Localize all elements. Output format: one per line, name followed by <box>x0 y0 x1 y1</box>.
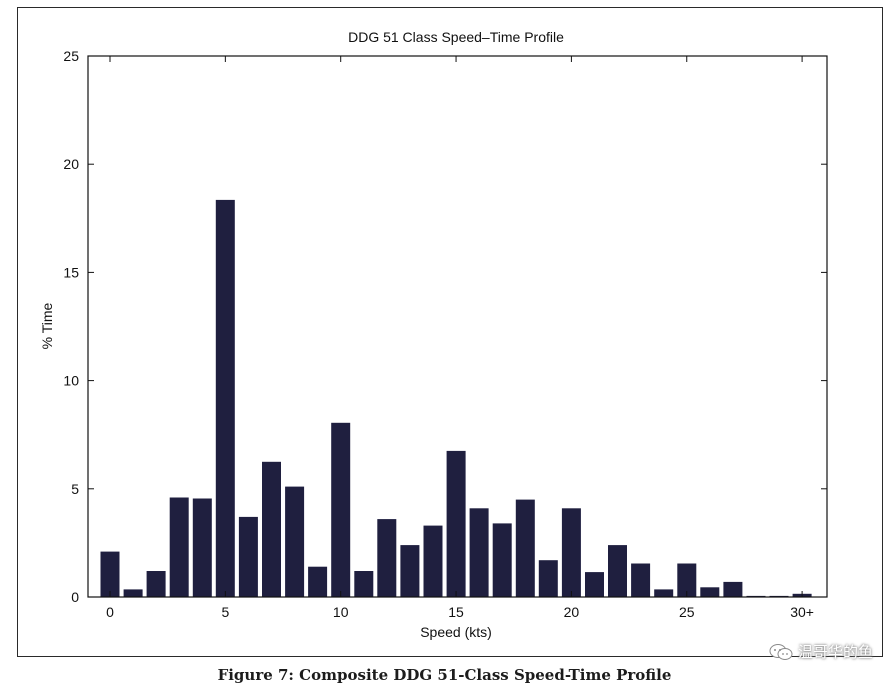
bar-19 <box>538 560 558 597</box>
bar-13 <box>400 545 420 597</box>
bar-11 <box>354 571 374 597</box>
x-tick-label-30+: 30+ <box>790 604 814 620</box>
plot-area <box>87 55 828 598</box>
y-tick-label-15: 15 <box>63 264 79 280</box>
bar-26 <box>700 587 720 597</box>
x-tick-label-5: 5 <box>221 604 229 620</box>
bar-0 <box>100 551 120 597</box>
x-tick-label-10: 10 <box>333 604 349 620</box>
bar-4 <box>192 498 212 597</box>
bar-1 <box>123 589 143 597</box>
bar-22 <box>608 545 627 597</box>
bar-6 <box>238 516 258 597</box>
figure-frame <box>17 7 883 657</box>
x-axis: 0 5 10 15 20 25 30+ <box>106 56 814 620</box>
bar-23 <box>631 563 651 597</box>
bar-18 <box>515 499 535 597</box>
y-tick-label-25: 25 <box>63 48 79 64</box>
y-tick-label-5: 5 <box>71 481 79 497</box>
bar-10 <box>331 422 351 597</box>
bar-12 <box>377 519 397 597</box>
watermark: 温哥华的鱼 <box>769 641 873 662</box>
x-axis-label: Speed (kts) <box>420 624 492 640</box>
bar-7 <box>262 461 281 598</box>
bar-25 <box>677 563 697 597</box>
bar-chart: DDG 51 Class Speed–Time Profile 0 5 10 15 20… <box>39 29 828 640</box>
x-tick-label-20: 20 <box>564 604 580 620</box>
x-tick-label-15: 15 <box>448 604 464 620</box>
bar-14 <box>423 525 443 597</box>
bar-20 <box>561 508 581 597</box>
bar-21 <box>585 572 604 597</box>
watermark-text: 温哥华的鱼 <box>797 644 873 661</box>
bar-24 <box>654 589 674 597</box>
bar-17 <box>492 523 512 597</box>
chart-title: DDG 51 Class Speed–Time Profile <box>348 29 564 45</box>
bars-group <box>100 199 812 598</box>
bar-5 <box>215 199 235 597</box>
bar-16 <box>469 508 489 597</box>
wechat-icon <box>769 643 793 660</box>
y-axis-label: % Time <box>39 302 55 349</box>
bar-2 <box>146 571 166 597</box>
x-tick-label-0: 0 <box>106 604 114 620</box>
figure-caption: Figure 7: Composite DDG 51-Class Speed-T… <box>217 666 672 684</box>
bar-3 <box>169 497 189 597</box>
y-tick-label-0: 0 <box>71 589 79 605</box>
y-tick-label-20: 20 <box>63 156 79 172</box>
y-axis: 0 5 10 15 20 25 <box>63 48 827 605</box>
bar-15 <box>446 450 466 597</box>
bar-27 <box>723 581 743 597</box>
bar-8 <box>285 486 305 597</box>
x-tick-label-25: 25 <box>679 604 695 620</box>
y-tick-label-10: 10 <box>63 373 79 389</box>
bar-9 <box>308 566 328 597</box>
